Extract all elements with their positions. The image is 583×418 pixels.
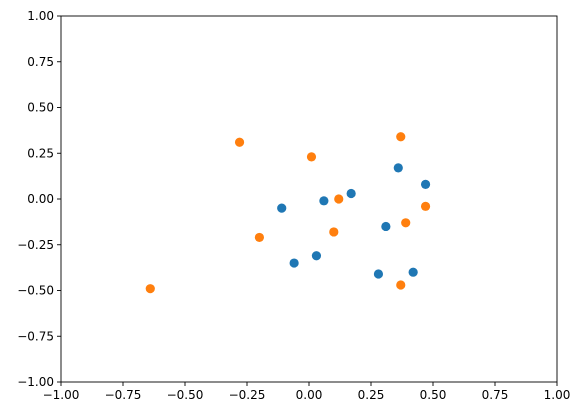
scatter-point bbox=[234, 137, 245, 147]
y-tick-label: 0.25 bbox=[27, 146, 54, 160]
y-tick-label: 0.75 bbox=[27, 55, 54, 69]
x-tick-label: 0.50 bbox=[420, 388, 447, 402]
axes: −1.00 −0.75 −0.50 −0.25 0.00 0.25 0.50 0.75 1.00… bbox=[17, 9, 570, 402]
scatter-point bbox=[319, 196, 329, 206]
scatter-point bbox=[381, 221, 391, 232]
scatter-point bbox=[396, 280, 406, 290]
x-tick-label: −0.25 bbox=[229, 388, 266, 402]
scatter-point bbox=[420, 179, 431, 189]
y-tick-label: −0.25 bbox=[17, 238, 54, 252]
scatter-point bbox=[401, 218, 411, 228]
scatter-point bbox=[306, 152, 317, 162]
x-tick-label: 0.00 bbox=[296, 388, 323, 402]
scatter-point bbox=[145, 284, 155, 294]
x-tick-label: −0.75 bbox=[105, 388, 142, 402]
scatter-point bbox=[329, 227, 339, 237]
x-tick-label: −1.00 bbox=[43, 388, 80, 402]
x-tick-label: 0.25 bbox=[358, 388, 385, 402]
y-tick-label: 0.00 bbox=[27, 192, 54, 206]
scatter-point bbox=[346, 188, 356, 199]
scatter-point bbox=[277, 203, 287, 213]
plot-background bbox=[61, 16, 557, 382]
scatter-point bbox=[408, 267, 418, 277]
scatter-point bbox=[393, 163, 403, 173]
y-tick-label: −0.50 bbox=[17, 284, 54, 298]
plot-area bbox=[61, 16, 557, 382]
x-tick-label: 0.75 bbox=[482, 388, 509, 402]
scatter-point bbox=[373, 269, 384, 279]
scatter-point bbox=[254, 232, 264, 243]
y-tick-label: 1.00 bbox=[27, 9, 54, 23]
scatter-point bbox=[311, 251, 322, 261]
y-tick-label: −1.00 bbox=[17, 375, 54, 389]
x-tick-label: 1.00 bbox=[544, 388, 571, 402]
y-tick-label: 0.50 bbox=[27, 101, 54, 115]
scatter-point bbox=[396, 132, 406, 142]
scatter-point bbox=[334, 194, 344, 204]
scatter-points bbox=[145, 132, 431, 294]
scatter-point bbox=[420, 201, 431, 211]
y-tick-label: −0.75 bbox=[17, 329, 54, 343]
scatter-point bbox=[289, 258, 299, 268]
x-tick-label: −0.50 bbox=[167, 388, 204, 402]
